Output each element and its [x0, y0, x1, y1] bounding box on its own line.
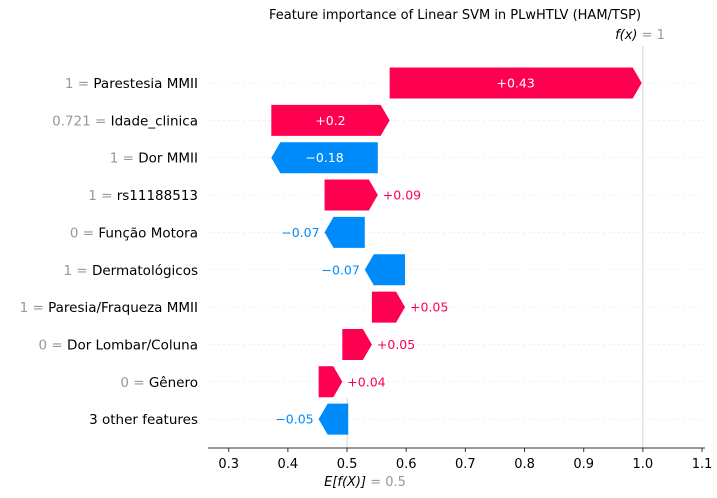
bar-value-label: +0.04 — [347, 374, 385, 389]
feature-value: 0 — [120, 375, 129, 391]
feature-label: 0 = Dor Lombar/Coluna — [39, 337, 198, 353]
feature-equals: = — [47, 337, 67, 353]
feature-equals: = — [78, 225, 98, 241]
bar-dermatol-gicos — [364, 254, 406, 286]
feature-value: 1 — [63, 263, 72, 279]
feature-name: Função Motora — [98, 225, 198, 241]
x-axis: 0.3 0.4 0.5 0.6 0.7 0.8 0.9 1.0 1.1 — [208, 447, 713, 472]
bar-fun-o-motora — [324, 216, 365, 248]
feature-equals: = — [97, 188, 117, 204]
output-value-label: f(x) = 1 — [615, 28, 665, 43]
x-tick-label: 0.3 — [218, 457, 239, 472]
feature-label: 0 = Função Motora — [70, 225, 198, 241]
feature-name: 3 other features — [89, 412, 198, 428]
bar-value-label: −0.05 — [275, 412, 313, 427]
feature-value: 1 — [65, 76, 74, 92]
feature-value: 1 — [110, 151, 119, 167]
bar-g-nero — [318, 366, 343, 398]
feature-name: Dor MMII — [138, 151, 198, 167]
x-tick-label: 0.4 — [278, 457, 299, 472]
chart-title: Feature importance of Linear SVM in PLwH… — [269, 8, 641, 23]
bar-value-label: +0.09 — [383, 188, 421, 203]
x-tick-label: 0.7 — [455, 457, 476, 472]
x-tick-label: 1.0 — [633, 457, 654, 472]
feature-name: rs11188513 — [117, 188, 198, 204]
feature-equals: = — [129, 375, 149, 391]
reference-lines — [346, 46, 644, 448]
feature-name: Parestesia MMII — [93, 76, 198, 92]
output-value-eq: = 1 — [637, 28, 664, 43]
bar-dor-lombar-coluna — [342, 328, 372, 360]
contribution-labels: +0.43 +0.2 −0.18 +0.09 −0.07 −0.07 +0.05 +0.05 +… — [275, 76, 534, 427]
bar-paresia-fraqueza-mmii — [371, 291, 406, 323]
bar-value-label: +0.05 — [377, 337, 415, 352]
x-tick-label: 0.9 — [573, 457, 594, 472]
output-value-func: f(x) — [615, 28, 637, 43]
bar-value-label: +0.43 — [497, 76, 535, 91]
feature-value: 1 — [20, 300, 29, 316]
x-tick-label: 0.8 — [514, 457, 535, 472]
x-tick-label: 0.5 — [337, 457, 358, 472]
contribution-bars — [271, 67, 642, 435]
feature-equals: = — [72, 263, 92, 279]
feature-value: 0.721 — [52, 113, 91, 129]
feature-label: 1 = Parestesia MMII — [65, 76, 198, 92]
bar-value-label: −0.18 — [305, 150, 343, 165]
feature-label: 1 = Dermatológicos — [63, 263, 198, 279]
feature-equals: = — [73, 76, 93, 92]
feature-equals: = — [118, 151, 138, 167]
feature-label: 0 = Gênero — [120, 375, 198, 391]
bar-idade-clinica — [271, 104, 390, 136]
feature-label: 1 = rs11188513 — [88, 188, 198, 204]
feature-labels: 1 = Parestesia MMII 0.721 = Idade_clinica… — [20, 76, 198, 428]
base-value-func: E[f(X)] — [324, 475, 366, 490]
base-value-label: E[f(X)] = 0.5 — [324, 475, 406, 490]
x-tick-label: 0.6 — [396, 457, 417, 472]
bar-3-other-features — [318, 403, 349, 435]
feature-label: 3 other features — [89, 412, 198, 428]
feature-value: 0 — [39, 337, 48, 353]
feature-equals: = — [28, 300, 48, 316]
bar-value-label: −0.07 — [321, 262, 359, 277]
feature-value: 1 — [88, 188, 97, 204]
feature-name: Dor Lombar/Coluna — [67, 337, 198, 353]
feature-label: 1 = Paresia/Fraqueza MMII — [20, 300, 198, 316]
bar-rs11188513 — [324, 179, 378, 211]
bar-parestesia-mmii — [389, 67, 642, 99]
feature-name: Gênero — [149, 375, 198, 391]
feature-name: Dermatológicos — [92, 263, 198, 279]
feature-label: 1 = Dor MMII — [110, 151, 198, 167]
bar-value-label: +0.2 — [315, 113, 345, 128]
feature-name: Idade_clinica — [111, 113, 198, 129]
bar-value-label: −0.07 — [281, 225, 319, 240]
x-tick-label: 1.1 — [692, 457, 713, 472]
bar-dor-mmii — [271, 142, 378, 174]
bar-value-label: +0.05 — [410, 300, 448, 315]
feature-name: Paresia/Fraqueza MMII — [48, 300, 198, 316]
feature-label: 0.721 = Idade_clinica — [52, 113, 198, 129]
feature-value: 0 — [70, 225, 79, 241]
feature-equals: = — [91, 113, 111, 129]
base-value-eq: = 0.5 — [366, 475, 406, 490]
